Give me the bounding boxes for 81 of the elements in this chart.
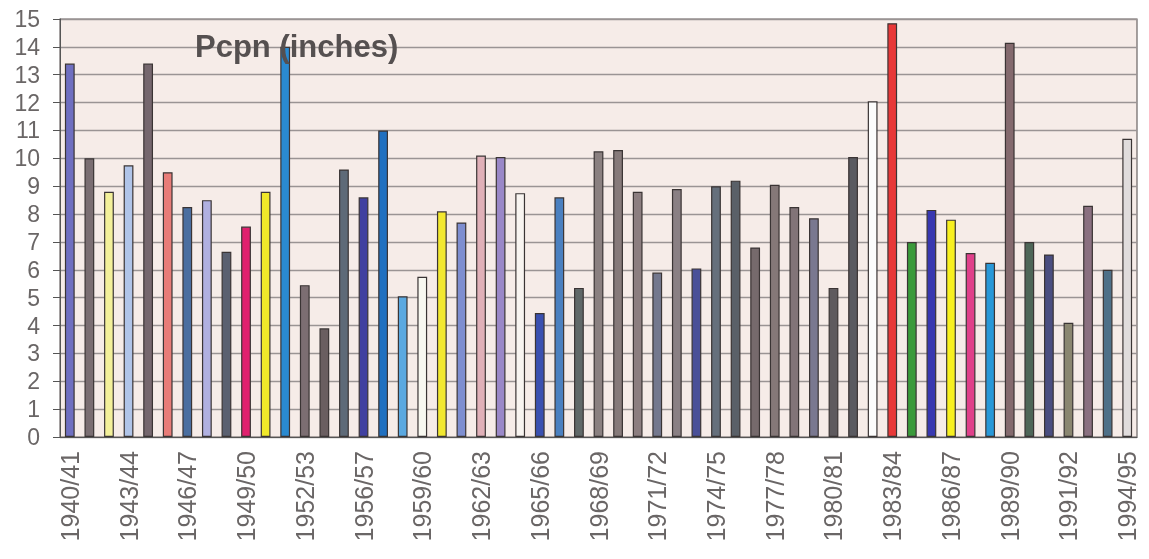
bar	[1043, 254, 1054, 437]
y-tick-label: 3	[27, 340, 40, 367]
bar	[867, 101, 878, 437]
y-tick-label: 12	[14, 89, 40, 116]
bar	[221, 251, 232, 437]
x-tick-label: 1983/84	[878, 450, 907, 542]
bar	[1083, 205, 1093, 437]
bar	[671, 188, 682, 437]
bar	[201, 200, 212, 437]
y-tick-label: 13	[14, 61, 40, 88]
x-tick-label: 1946/47	[173, 451, 202, 542]
bar	[64, 63, 75, 437]
bar	[378, 130, 388, 437]
bar	[887, 23, 898, 437]
bar	[691, 268, 702, 437]
bar	[495, 156, 506, 437]
bar	[632, 191, 643, 437]
bar	[593, 151, 604, 437]
bar	[182, 207, 193, 437]
bar	[554, 197, 565, 437]
bar	[769, 184, 780, 437]
y-tick-label: 8	[27, 201, 40, 228]
x-tick-label: 1943/44	[114, 450, 143, 542]
x-tick-label: 1994/95	[1113, 451, 1142, 542]
bar	[1063, 322, 1074, 437]
bar	[358, 197, 369, 437]
x-tick-label: 1974/75	[701, 451, 730, 542]
y-tick-label: 11	[16, 117, 40, 144]
x-tick-label: 1952/53	[290, 451, 319, 542]
x-tick-label: 1968/69	[584, 451, 613, 542]
bar	[613, 149, 623, 437]
y-tick-label: 15	[14, 6, 40, 32]
x-tick-label: 1977/78	[760, 451, 789, 542]
bar	[1122, 138, 1133, 437]
y-tick-label: 10	[14, 145, 40, 172]
x-tick-label: 1991/92	[1054, 451, 1083, 542]
x-tick-label: 1971/72	[643, 451, 672, 542]
bar	[123, 165, 134, 437]
bar	[809, 218, 819, 437]
bar	[711, 186, 721, 437]
bar	[1004, 42, 1015, 437]
y-tick-label: 0	[27, 424, 40, 450]
y-tick-label: 9	[27, 173, 40, 200]
bar	[534, 312, 545, 437]
y-tick-label: 5	[27, 284, 40, 311]
bar	[397, 296, 408, 437]
bar	[926, 209, 937, 437]
x-tick-label: 1989/90	[995, 451, 1024, 542]
x-tick-label: 1956/57	[349, 451, 378, 542]
bar	[946, 219, 956, 437]
bar	[730, 180, 741, 437]
bar	[260, 191, 271, 437]
bar	[789, 207, 800, 437]
y-tick-label: 2	[27, 368, 40, 395]
bar	[1024, 241, 1035, 437]
y-tick-label: 6	[27, 256, 40, 283]
bar	[299, 285, 310, 437]
bar	[339, 169, 349, 437]
y-tick-label: 14	[14, 33, 41, 60]
y-tick-label: 1	[27, 396, 40, 423]
bar	[652, 272, 663, 437]
bar	[906, 241, 917, 437]
x-tick-label: 1962/63	[467, 451, 496, 542]
bar	[241, 226, 251, 437]
bar	[476, 155, 486, 437]
y-tick-label: 7	[27, 228, 40, 255]
bar	[985, 262, 996, 437]
y-tick-label: 4	[27, 312, 41, 339]
x-tick-label: 1980/81	[819, 451, 848, 542]
x-tick-label: 1949/50	[232, 451, 261, 542]
bar	[456, 222, 467, 437]
bar	[84, 158, 95, 437]
bar	[162, 172, 173, 437]
x-tick-label: 1965/66	[525, 451, 554, 542]
x-tick-label: 1986/87	[936, 451, 965, 542]
bar	[1102, 269, 1113, 437]
bar	[436, 211, 447, 437]
x-tick-label: 1940/41	[55, 451, 84, 542]
bar	[965, 253, 976, 437]
bar	[104, 191, 114, 437]
x-tick-label: 1959/60	[408, 451, 437, 542]
